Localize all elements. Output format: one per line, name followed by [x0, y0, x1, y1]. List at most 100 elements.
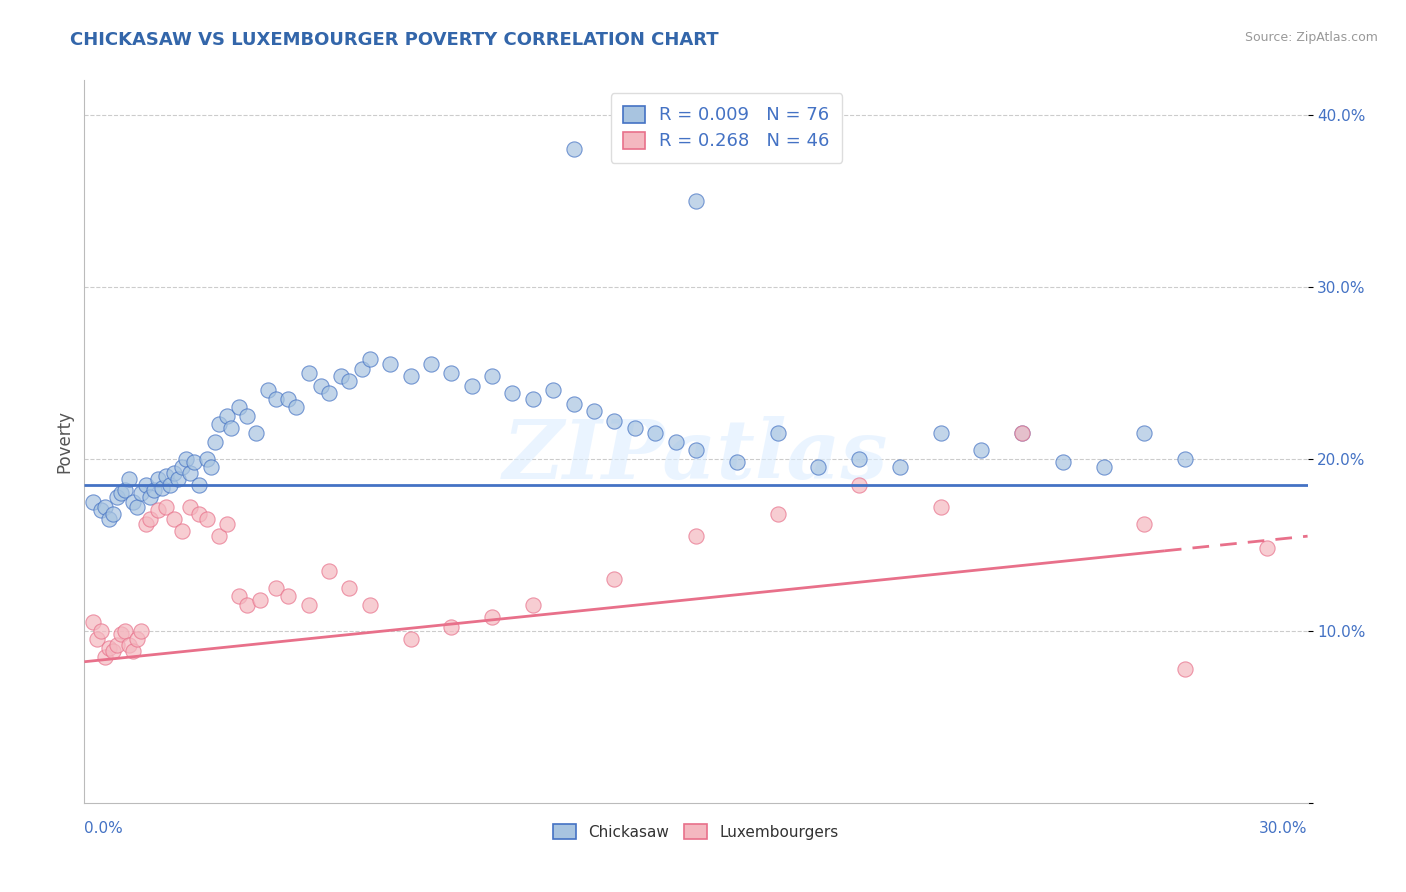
Point	[848, 451, 870, 466]
Point	[138, 512, 160, 526]
Point	[217, 517, 239, 532]
Text: 30.0%: 30.0%	[1260, 822, 1308, 837]
Point	[929, 500, 952, 514]
Point	[90, 624, 112, 638]
Point	[277, 392, 299, 406]
Point	[217, 409, 239, 423]
Point	[127, 632, 149, 647]
Point	[685, 443, 707, 458]
Point	[93, 649, 115, 664]
Point	[562, 142, 585, 156]
Point	[603, 414, 626, 428]
Point	[264, 392, 287, 406]
Point	[127, 500, 149, 514]
Point	[1052, 455, 1074, 469]
Point	[187, 507, 209, 521]
Point	[264, 581, 287, 595]
Point	[172, 524, 194, 538]
Point	[1133, 517, 1156, 532]
Point	[228, 400, 250, 414]
Point	[685, 194, 707, 208]
Point	[195, 451, 218, 466]
Point	[583, 403, 606, 417]
Point	[122, 494, 145, 508]
Point	[236, 598, 259, 612]
Point	[135, 477, 157, 491]
Point	[562, 397, 585, 411]
Y-axis label: Poverty: Poverty	[55, 410, 73, 473]
Point	[339, 375, 361, 389]
Point	[101, 644, 124, 658]
Point	[285, 400, 308, 414]
Point	[481, 610, 503, 624]
Point	[82, 494, 104, 508]
Point	[1256, 541, 1278, 556]
Point	[889, 460, 911, 475]
Point	[1174, 662, 1197, 676]
Point	[179, 500, 201, 514]
Point	[245, 425, 267, 440]
Point	[725, 455, 748, 469]
Point	[219, 421, 242, 435]
Point	[1133, 425, 1156, 440]
Point	[114, 483, 136, 497]
Point	[82, 615, 104, 630]
Point	[807, 460, 830, 475]
Point	[150, 481, 173, 495]
Text: Source: ZipAtlas.com: Source: ZipAtlas.com	[1244, 31, 1378, 45]
Point	[174, 451, 197, 466]
Point	[1092, 460, 1115, 475]
Point	[131, 624, 153, 638]
Point	[1011, 425, 1033, 440]
Text: ZIPatlas: ZIPatlas	[503, 416, 889, 496]
Point	[114, 624, 136, 638]
Point	[167, 472, 190, 486]
Point	[135, 517, 157, 532]
Point	[131, 486, 153, 500]
Point	[309, 379, 332, 393]
Point	[142, 483, 165, 497]
Point	[118, 472, 141, 486]
Point	[624, 421, 647, 435]
Point	[97, 640, 120, 655]
Point	[277, 590, 299, 604]
Point	[97, 512, 120, 526]
Point	[481, 369, 503, 384]
Point	[350, 362, 373, 376]
Point	[163, 512, 186, 526]
Point	[93, 500, 115, 514]
Point	[665, 434, 688, 449]
Point	[318, 564, 340, 578]
Point	[298, 598, 321, 612]
Point	[339, 581, 361, 595]
Text: 0.0%: 0.0%	[84, 822, 124, 837]
Point	[318, 386, 340, 401]
Point	[105, 490, 128, 504]
Point	[179, 466, 201, 480]
Point	[110, 627, 132, 641]
Point	[204, 434, 226, 449]
Point	[420, 357, 443, 371]
Point	[138, 490, 160, 504]
Point	[522, 392, 544, 406]
Point	[163, 466, 186, 480]
Point	[359, 351, 381, 366]
Point	[543, 383, 565, 397]
Point	[1011, 425, 1033, 440]
Point	[766, 425, 789, 440]
Point	[110, 486, 132, 500]
Point	[146, 472, 169, 486]
Point	[105, 638, 128, 652]
Point	[101, 507, 124, 521]
Point	[155, 469, 177, 483]
Point	[228, 590, 250, 604]
Point	[522, 598, 544, 612]
Point	[644, 425, 666, 440]
Point	[502, 386, 524, 401]
Point	[118, 638, 141, 652]
Legend: Chickasaw, Luxembourgers: Chickasaw, Luxembourgers	[547, 818, 845, 846]
Text: CHICKASAW VS LUXEMBOURGER POVERTY CORRELATION CHART: CHICKASAW VS LUXEMBOURGER POVERTY CORREL…	[70, 31, 718, 49]
Point	[208, 417, 231, 432]
Point	[461, 379, 484, 393]
Point	[399, 369, 422, 384]
